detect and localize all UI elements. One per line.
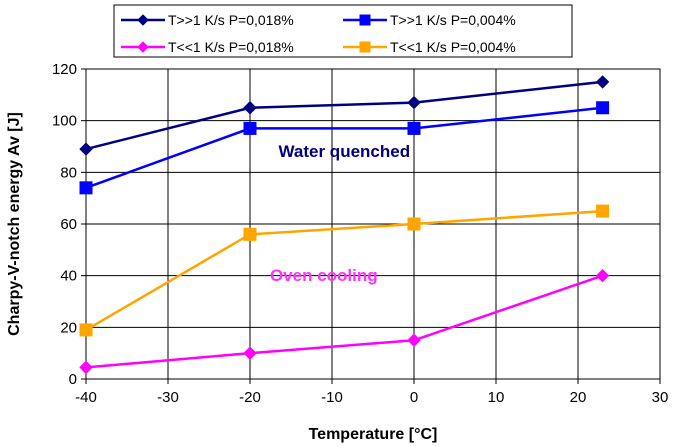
legend-label: T>>1 K/s P=0,018% [168,12,294,28]
x-tick-label: 0 [410,389,418,406]
annotations: Water quenched Oven cooling [270,142,410,285]
legend-label: T<<1 K/s P=0,018% [168,39,294,55]
legend-item: T>>1 K/s P=0,018% [121,12,294,28]
series-line [85,274,604,369]
legend-item: T<<1 K/s P=0,018% [121,39,294,55]
data-point [137,41,149,53]
data-point [407,333,421,347]
data-point [407,217,421,231]
x-tick-label: -30 [157,389,179,406]
legend-item: T>>1 K/s P=0,004% [343,12,516,28]
legend-label: T>>1 K/s P=0,004% [390,12,516,28]
legend-item: T<<1 K/s P=0,004% [343,39,516,55]
series-group [79,75,610,375]
legend: T>>1 K/s P=0,018% T>>1 K/s P=0,004% T<<1 K… [113,4,573,58]
data-point [243,121,257,135]
annotation-label: Oven cooling [270,266,378,285]
y-tick-label: 60 [60,216,77,233]
series-1 [79,75,610,156]
series-2 [79,101,610,195]
legend-box [113,4,573,58]
data-point [243,227,257,241]
x-tick-label: -20 [239,389,261,406]
data-point [407,121,421,135]
y-tick-label: 0 [69,371,77,388]
data-point [596,204,610,218]
data-point [596,101,610,115]
x-axis-ticks: -40 -30 -20 -10 0 10 20 30 [75,379,668,406]
series-4 [79,204,610,337]
x-axis-title: Temperature [°C] [309,426,438,443]
legend-label: T<<1 K/s P=0,004% [390,39,516,55]
y-axis-ticks: 0 20 40 60 80 100 120 [52,61,86,388]
series-line [85,80,603,151]
data-point [79,142,93,156]
y-tick-label: 20 [60,319,77,336]
y-tick-label: 40 [60,268,77,285]
x-tick-label: 20 [570,389,587,406]
data-point [243,346,257,360]
data-point [79,181,93,195]
x-tick-label: 30 [652,389,669,406]
y-axis-title: Charpy-V-notch energy Av [J] [6,112,23,336]
data-point [359,14,371,26]
y-tick-label: 80 [60,164,77,181]
series-line [85,209,603,331]
data-point [137,14,149,26]
data-point [595,75,610,89]
data-point [407,95,421,110]
series-line [85,106,603,190]
data-point [79,360,93,375]
x-tick-label: -40 [75,389,97,406]
data-point [595,268,610,283]
data-point [79,323,93,337]
y-tick-label: 120 [52,61,77,78]
data-point [243,101,257,115]
series-3 [79,268,610,375]
annotation-label: Water quenched [278,142,410,161]
data-point [359,41,371,53]
x-tick-label: 10 [488,389,505,406]
x-tick-label: -10 [321,389,343,406]
y-tick-label: 100 [52,113,77,130]
